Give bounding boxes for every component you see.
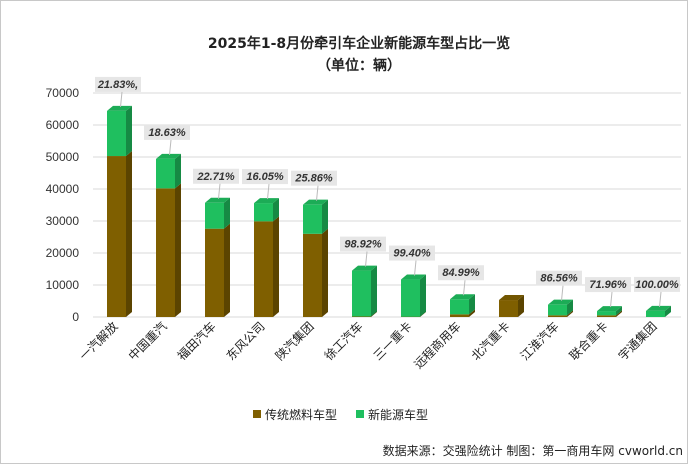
bar-top-cap bbox=[499, 295, 524, 301]
svg-text:22.71%: 22.71% bbox=[196, 171, 235, 183]
y-tick-label: 60000 bbox=[46, 118, 80, 132]
svg-text:100.00%: 100.00% bbox=[635, 279, 679, 291]
category-label: 一汽解放 bbox=[76, 319, 121, 364]
bar-top-cap bbox=[156, 153, 181, 159]
y-tick-label: 10000 bbox=[46, 278, 80, 292]
category-label: 宇通集团 bbox=[615, 319, 660, 364]
y-tick-label: 30000 bbox=[46, 214, 80, 228]
svg-text:18.63%: 18.63% bbox=[148, 127, 186, 139]
percent-label: 22.71% bbox=[193, 168, 239, 199]
bar-top-cap bbox=[646, 305, 671, 311]
y-tick-label: 50000 bbox=[46, 150, 80, 164]
bar-segment-traditional bbox=[156, 183, 181, 317]
bar-segment-traditional bbox=[499, 295, 524, 317]
chart-subtitle: （单位：辆） bbox=[317, 57, 401, 74]
bar-top-cap bbox=[107, 105, 132, 111]
bar-segment-new-energy bbox=[156, 153, 181, 189]
legend-swatch-traditional bbox=[253, 410, 261, 418]
bar-segment-new-energy bbox=[107, 105, 132, 157]
bar-top-cap bbox=[548, 299, 573, 305]
percent-label: 16.05% bbox=[242, 169, 288, 200]
category-label: 陕汽集团 bbox=[272, 319, 317, 364]
bar-top-cap bbox=[597, 306, 622, 312]
svg-text:84.99%: 84.99% bbox=[442, 267, 480, 279]
category-label: 东风公司 bbox=[224, 319, 268, 363]
percent-label: 25.86% bbox=[291, 170, 337, 201]
bar-segment-new-energy bbox=[254, 198, 279, 222]
bar-top-cap bbox=[450, 294, 475, 300]
y-axis-ticks: 0 10000 20000 30000 40000 50000 60000 70000 bbox=[46, 86, 80, 324]
percent-label: 84.99% bbox=[438, 265, 484, 296]
svg-text:99.40%: 99.40% bbox=[393, 248, 431, 260]
svg-text:21.83%,: 21.83%, bbox=[97, 79, 138, 91]
percent-label: 86.56% bbox=[536, 270, 582, 301]
bar-segment-new-energy bbox=[597, 306, 622, 316]
category-label: 江淮汽车 bbox=[517, 319, 562, 364]
percent-label: 98.92% bbox=[340, 236, 386, 267]
y-tick-label: 20000 bbox=[46, 246, 80, 260]
bar-segment-traditional bbox=[597, 310, 622, 317]
svg-text:71.96%: 71.96% bbox=[589, 279, 627, 291]
svg-text:16.05%: 16.05% bbox=[246, 171, 284, 183]
percent-label: 18.63% bbox=[144, 124, 190, 155]
legend-swatch-new-energy bbox=[356, 410, 364, 418]
bar-top-cap bbox=[254, 198, 279, 204]
svg-text:98.92%: 98.92% bbox=[344, 239, 382, 251]
percent-label: 99.40% bbox=[389, 245, 435, 276]
bar-top-cap bbox=[205, 197, 230, 203]
bar-segment-new-energy bbox=[450, 294, 475, 315]
category-label: 徐工汽车 bbox=[321, 319, 366, 364]
legend-label-new-energy: 新能源车型 bbox=[368, 407, 428, 422]
data-labels: 21.83%, 18.63% 22.71% 16.05% 25.86% 98.92% 99.… bbox=[95, 76, 680, 308]
category-label: 联合重卡 bbox=[566, 319, 611, 364]
category-label: 三一重卡 bbox=[371, 319, 415, 363]
source-note: 数据来源：交强险统计 制图：第一商用车网 cvworld.cn bbox=[383, 443, 683, 458]
bar-segment-new-energy bbox=[205, 197, 230, 229]
percent-label: 100.00% bbox=[634, 276, 680, 307]
y-tick-label: 70000 bbox=[46, 86, 80, 100]
bar-segment-traditional bbox=[254, 216, 279, 317]
svg-text:86.56%: 86.56% bbox=[540, 273, 578, 285]
chart-title: 2025年1-8月份牵引车企业新能源车型占比一览 bbox=[208, 35, 510, 52]
bar-top-cap bbox=[401, 274, 426, 280]
bar-segment-traditional bbox=[303, 228, 328, 317]
percent-label: 21.83%, bbox=[95, 76, 141, 107]
category-label: 远程商用车 bbox=[411, 319, 464, 372]
bar-segment-new-energy bbox=[548, 299, 573, 316]
y-tick-label: 40000 bbox=[46, 182, 80, 196]
legend: 传统燃料车型 新能源车型 bbox=[253, 407, 428, 422]
gridlines bbox=[93, 92, 681, 318]
svg-text:25.86%: 25.86% bbox=[294, 173, 333, 185]
bar-segment-traditional bbox=[548, 310, 573, 317]
bar-segment-new-energy bbox=[401, 274, 426, 317]
category-label: 福田汽车 bbox=[174, 319, 219, 364]
bar-segment-traditional bbox=[205, 223, 230, 317]
bar-segment-new-energy bbox=[646, 305, 671, 317]
bar-top-cap bbox=[303, 199, 328, 205]
bar-segment-new-energy bbox=[352, 265, 377, 317]
bar-segment-traditional bbox=[107, 151, 132, 317]
legend-label-traditional: 传统燃料车型 bbox=[265, 407, 337, 422]
category-label: 北汽重卡 bbox=[468, 319, 513, 364]
percent-label: 71.96% bbox=[585, 277, 631, 308]
y-tick-label: 0 bbox=[72, 310, 79, 324]
bar-segment-traditional bbox=[450, 309, 475, 317]
bar-top-cap bbox=[352, 265, 377, 271]
bar-segment-new-energy bbox=[303, 199, 328, 234]
bars bbox=[107, 105, 671, 317]
category-label: 中国重汽 bbox=[125, 319, 170, 364]
